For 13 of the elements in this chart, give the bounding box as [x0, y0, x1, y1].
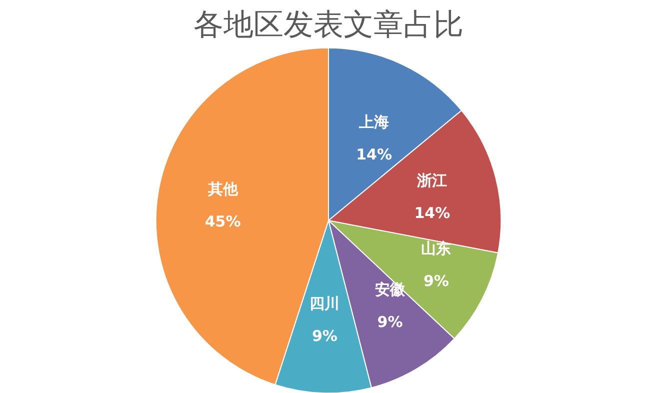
slice-label: 四川 [310, 294, 340, 313]
slice-label: 山东 [421, 240, 452, 258]
data-label: 9% [377, 313, 403, 332]
data-label: 14% [356, 145, 392, 164]
data-label: 14% [414, 204, 450, 222]
slice-label: 上海 [358, 112, 390, 131]
slice-label: 安徽 [375, 280, 406, 299]
data-label: 9% [423, 272, 449, 290]
chart-title: 各地区发表文章占比 [194, 8, 464, 42]
data-label: 9% [312, 327, 338, 346]
slice-label: 浙江 [416, 172, 448, 190]
data-label: 45% [204, 212, 241, 230]
slice-label: 其他 [206, 180, 239, 198]
